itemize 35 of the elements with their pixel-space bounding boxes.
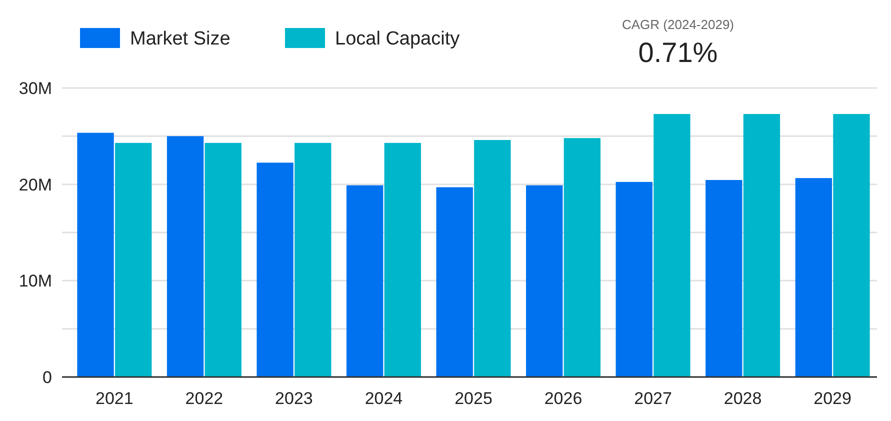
bar [384,142,421,377]
bar [256,162,294,377]
x-tick-label: 2026 [544,389,582,408]
bar [833,114,870,377]
x-tick-label: 2029 [814,389,852,408]
bar [616,182,652,377]
bar [564,138,601,377]
bar [436,187,473,377]
x-tick-label: 2028 [724,389,762,408]
bar [743,114,780,377]
bar [654,114,690,377]
y-tick-label: 20M [18,175,52,194]
bar [474,140,511,377]
x-tick-label: 2022 [185,389,224,408]
bar [526,185,563,377]
text: CAGR (2024-2029) [622,17,734,32]
bar [346,185,384,377]
x-tick-label: 2023 [275,389,313,408]
bar [166,136,204,377]
bar [77,132,114,377]
legend-label: Local Capacity [335,28,460,50]
legend-label: Market Size [130,28,230,50]
x-tick-label: 2024 [364,389,403,408]
bar [204,142,242,377]
bar [115,142,152,377]
text: 0.71% [638,37,718,68]
y-tick-label: 0 [42,368,52,387]
x-tick-label: 2027 [634,389,672,408]
y-tick-label: 10M [18,272,52,291]
y-tick-label: 30M [18,78,52,98]
x-tick-label: 2021 [96,389,134,408]
bar [706,180,742,377]
bar [294,142,332,377]
x-tick-label: 2025 [454,389,492,408]
bar [795,178,832,377]
